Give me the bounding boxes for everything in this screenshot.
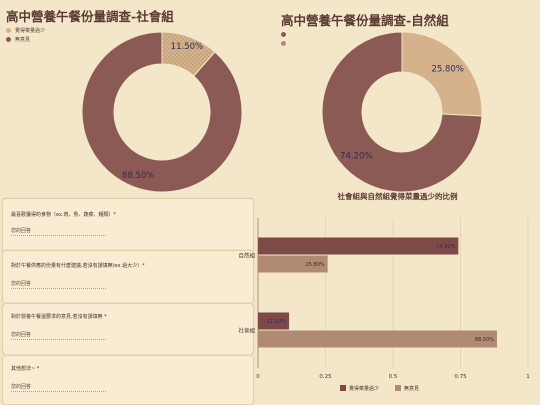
right-chart-legend [281, 30, 290, 48]
x-tick-label: 0.75 [454, 374, 467, 380]
legend-label: 覺得菜量過少 [15, 28, 46, 34]
bar-chart-title: 社會組與自然組覺得菜量過少的比例 [337, 192, 458, 201]
answer-placeholder[interactable]: 您的回答 [11, 332, 32, 338]
bar-data-label: 11.50% [267, 319, 286, 325]
legend-swatch [281, 32, 286, 37]
legend-item-no-opinion [281, 39, 290, 48]
legend-item-too-little [281, 30, 290, 39]
right-donut-data-label-1: 25.80% [431, 65, 463, 75]
bar-no-opinion [258, 255, 328, 273]
bar-too-little [258, 237, 459, 255]
answer-underline [11, 235, 106, 236]
bar-data-label: 25.80% [306, 262, 325, 268]
left-donut-data-label-2: 88.50% [122, 171, 154, 181]
left-chart-title: 高中營養午餐份量調查-社會組 [6, 9, 174, 24]
question-text: 對於營養午餐還要求的意見,若沒有請填無 * [11, 314, 107, 320]
x-tick-label: 0 [256, 374, 260, 380]
question-text: 對於午餐供應的份量有什麼建議,若沒有請填無(ex.過大少）* [11, 263, 145, 269]
legend-swatch [395, 385, 401, 391]
right-donut-slice-2 [321, 31, 483, 193]
answer-underline [11, 339, 106, 340]
bar-data-label: 74.20% [436, 244, 455, 250]
x-tick-label: 1 [526, 374, 530, 380]
legend-label: 覺得菜量過少 [349, 385, 379, 392]
question-text: 其他想法~ * [11, 366, 40, 372]
legend-swatch [340, 385, 346, 391]
legend-swatch [6, 37, 11, 42]
answer-underline [11, 288, 106, 289]
right-chart-title: 高中營養午餐份量調查-自然組 [281, 13, 449, 28]
legend-label: 無意見 [15, 37, 31, 43]
legend-swatch [281, 41, 286, 46]
form-card-4[interactable]: 其他想法~ * 您的回答 [2, 355, 254, 405]
category-label: 自然組 [238, 252, 255, 260]
form-card-2[interactable]: 對於午餐供應的份量有什麼建議,若沒有請填無(ex.過大少）* 您的回答 [2, 250, 254, 304]
bar-chart: 0 0.25 0.5 0.75 1 自然組 74.20% 25.80% 社會組 11.50% 88.… [238, 218, 530, 392]
right-donut-slice-1 [401, 31, 483, 117]
left-donut-chart: 11.50% 88.50% [81, 31, 243, 193]
bar-too-little [258, 312, 290, 330]
legend-label: 無意見 [404, 385, 419, 392]
category-label: 社會組 [238, 327, 255, 335]
answer-placeholder[interactable]: 您的回答 [11, 281, 32, 287]
left-chart-legend: 覺得菜量過少 無意見 [6, 26, 45, 44]
form-card-3[interactable]: 對於營養午餐還要求的意見,若沒有請填無 * 您的回答 [2, 303, 254, 355]
legend-swatch [6, 28, 11, 33]
legend-item-too-little: 覺得菜量過少 [6, 26, 45, 35]
answer-placeholder[interactable]: 您的回答 [11, 384, 32, 390]
x-tick-label: 0.25 [319, 374, 332, 380]
left-donut-slice-2 [81, 31, 243, 193]
answer-placeholder[interactable]: 您的回答 [11, 228, 32, 234]
answer-underline [11, 391, 106, 392]
right-donut-data-label-2: 74.20% [340, 151, 372, 161]
bar-data-label: 88.50% [475, 337, 494, 343]
left-donut-data-label-1: 11.50% [171, 42, 203, 52]
x-tick-label: 0.5 [389, 374, 398, 380]
legend-item-no-opinion: 無意見 [6, 35, 45, 44]
bar-no-opinion [258, 330, 497, 348]
right-donut-chart: 25.80% 74.20% [321, 31, 483, 193]
question-text: 最喜歡獲得的食物（ex.肉、魚、蔬菜、麵類）* [11, 212, 117, 218]
